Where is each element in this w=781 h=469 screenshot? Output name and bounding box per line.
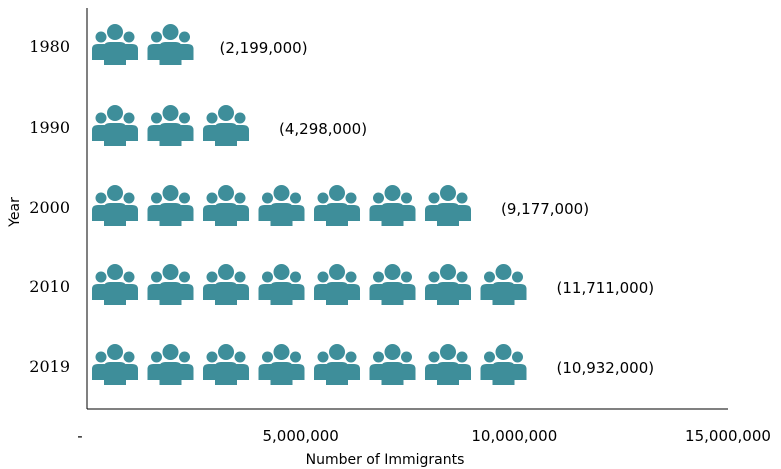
people-group-icon xyxy=(314,344,360,385)
value-label-1980: (2,199,000) xyxy=(220,39,308,57)
people-group-icon xyxy=(147,185,194,226)
people-group-icon xyxy=(203,344,249,385)
year-label-1980: 1980 xyxy=(29,37,70,56)
value-label-2010: (11,711,000) xyxy=(557,279,655,297)
people-group-icon xyxy=(258,344,305,385)
people-group-icon xyxy=(147,344,194,385)
x-tick-label: - xyxy=(77,427,82,445)
people-group-icon xyxy=(92,24,138,65)
x-tick-label: 10,000,000 xyxy=(471,427,557,445)
people-group-icon xyxy=(92,264,138,305)
people-group-icon xyxy=(369,344,416,385)
people-group-icon xyxy=(92,185,138,226)
x-tick-label: 5,000,000 xyxy=(262,427,338,445)
y-axis-title: Year xyxy=(7,197,23,228)
people-group-icon xyxy=(369,264,416,305)
year-label-1990: 1990 xyxy=(29,118,70,137)
x-axis-title: Number of Immigrants xyxy=(306,452,465,468)
people-group-icon xyxy=(425,185,471,226)
year-label-2000: 2000 xyxy=(29,198,70,217)
value-label-2019: (10,932,000) xyxy=(557,359,655,377)
people-group-icon xyxy=(425,344,471,385)
people-group-icon xyxy=(147,105,194,146)
year-label-2019: 2019 xyxy=(29,357,70,376)
value-label-1990: (4,298,000) xyxy=(279,120,367,138)
year-label-2010: 2010 xyxy=(29,277,70,296)
people-group-icon xyxy=(203,264,249,305)
value-label-2000: (9,177,000) xyxy=(501,200,589,218)
people-group-icon xyxy=(369,185,416,226)
rows-group: 1980 1990 2000 2010 2019 xyxy=(29,24,527,385)
people-group-icon xyxy=(314,185,360,226)
people-group-icon xyxy=(92,344,138,385)
people-group-icon xyxy=(203,185,249,226)
x-tick-labels-group: - 5,000,000 10,000,000 15,000,000 xyxy=(77,427,771,445)
value-labels-group: (2,199,000) (4,298,000) (9,177,000) (11,711… xyxy=(220,39,655,377)
people-group-icon xyxy=(258,185,305,226)
people-group-icon xyxy=(147,24,194,65)
people-group-icon xyxy=(147,264,194,305)
people-group-icon xyxy=(480,344,527,385)
people-group-icon xyxy=(480,264,527,305)
people-group-icon xyxy=(314,264,360,305)
people-group-icon xyxy=(425,264,471,305)
people-group-icon xyxy=(92,105,138,146)
x-tick-label: 15,000,000 xyxy=(685,427,771,445)
people-group-icon xyxy=(203,105,249,146)
people-group-icon xyxy=(258,264,305,305)
